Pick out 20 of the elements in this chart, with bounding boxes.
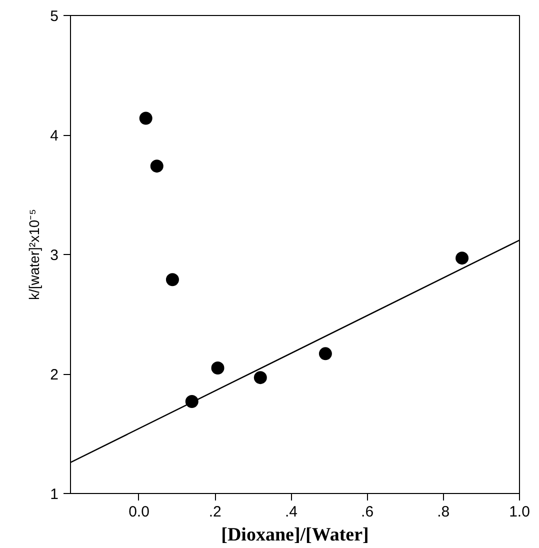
y-tick-label: 5: [50, 8, 58, 25]
point: [150, 160, 164, 173]
x-tick-label: .2: [208, 504, 222, 520]
y-tick-label: 3: [50, 247, 58, 264]
point: [211, 362, 224, 375]
point: [456, 252, 469, 265]
x-tick-label: .8: [437, 504, 450, 520]
x-axis-title: [Dioxane]/[Water]: [221, 524, 369, 546]
y-axis-title: k/[water]²x10⁻⁵: [26, 209, 42, 300]
x-tick-label: .6: [361, 504, 374, 520]
x-tick-label: .4: [284, 504, 298, 520]
point: [166, 273, 179, 286]
y-tick-label: 1: [50, 486, 58, 503]
y-tick-label: 2: [50, 366, 58, 384]
point: [139, 112, 152, 125]
y-tick-label: 4: [50, 128, 58, 144]
x-tick-label: 0.0: [128, 504, 150, 520]
point: [254, 371, 267, 384]
x-tick-label: 1.0: [509, 504, 530, 520]
point: [318, 347, 332, 360]
